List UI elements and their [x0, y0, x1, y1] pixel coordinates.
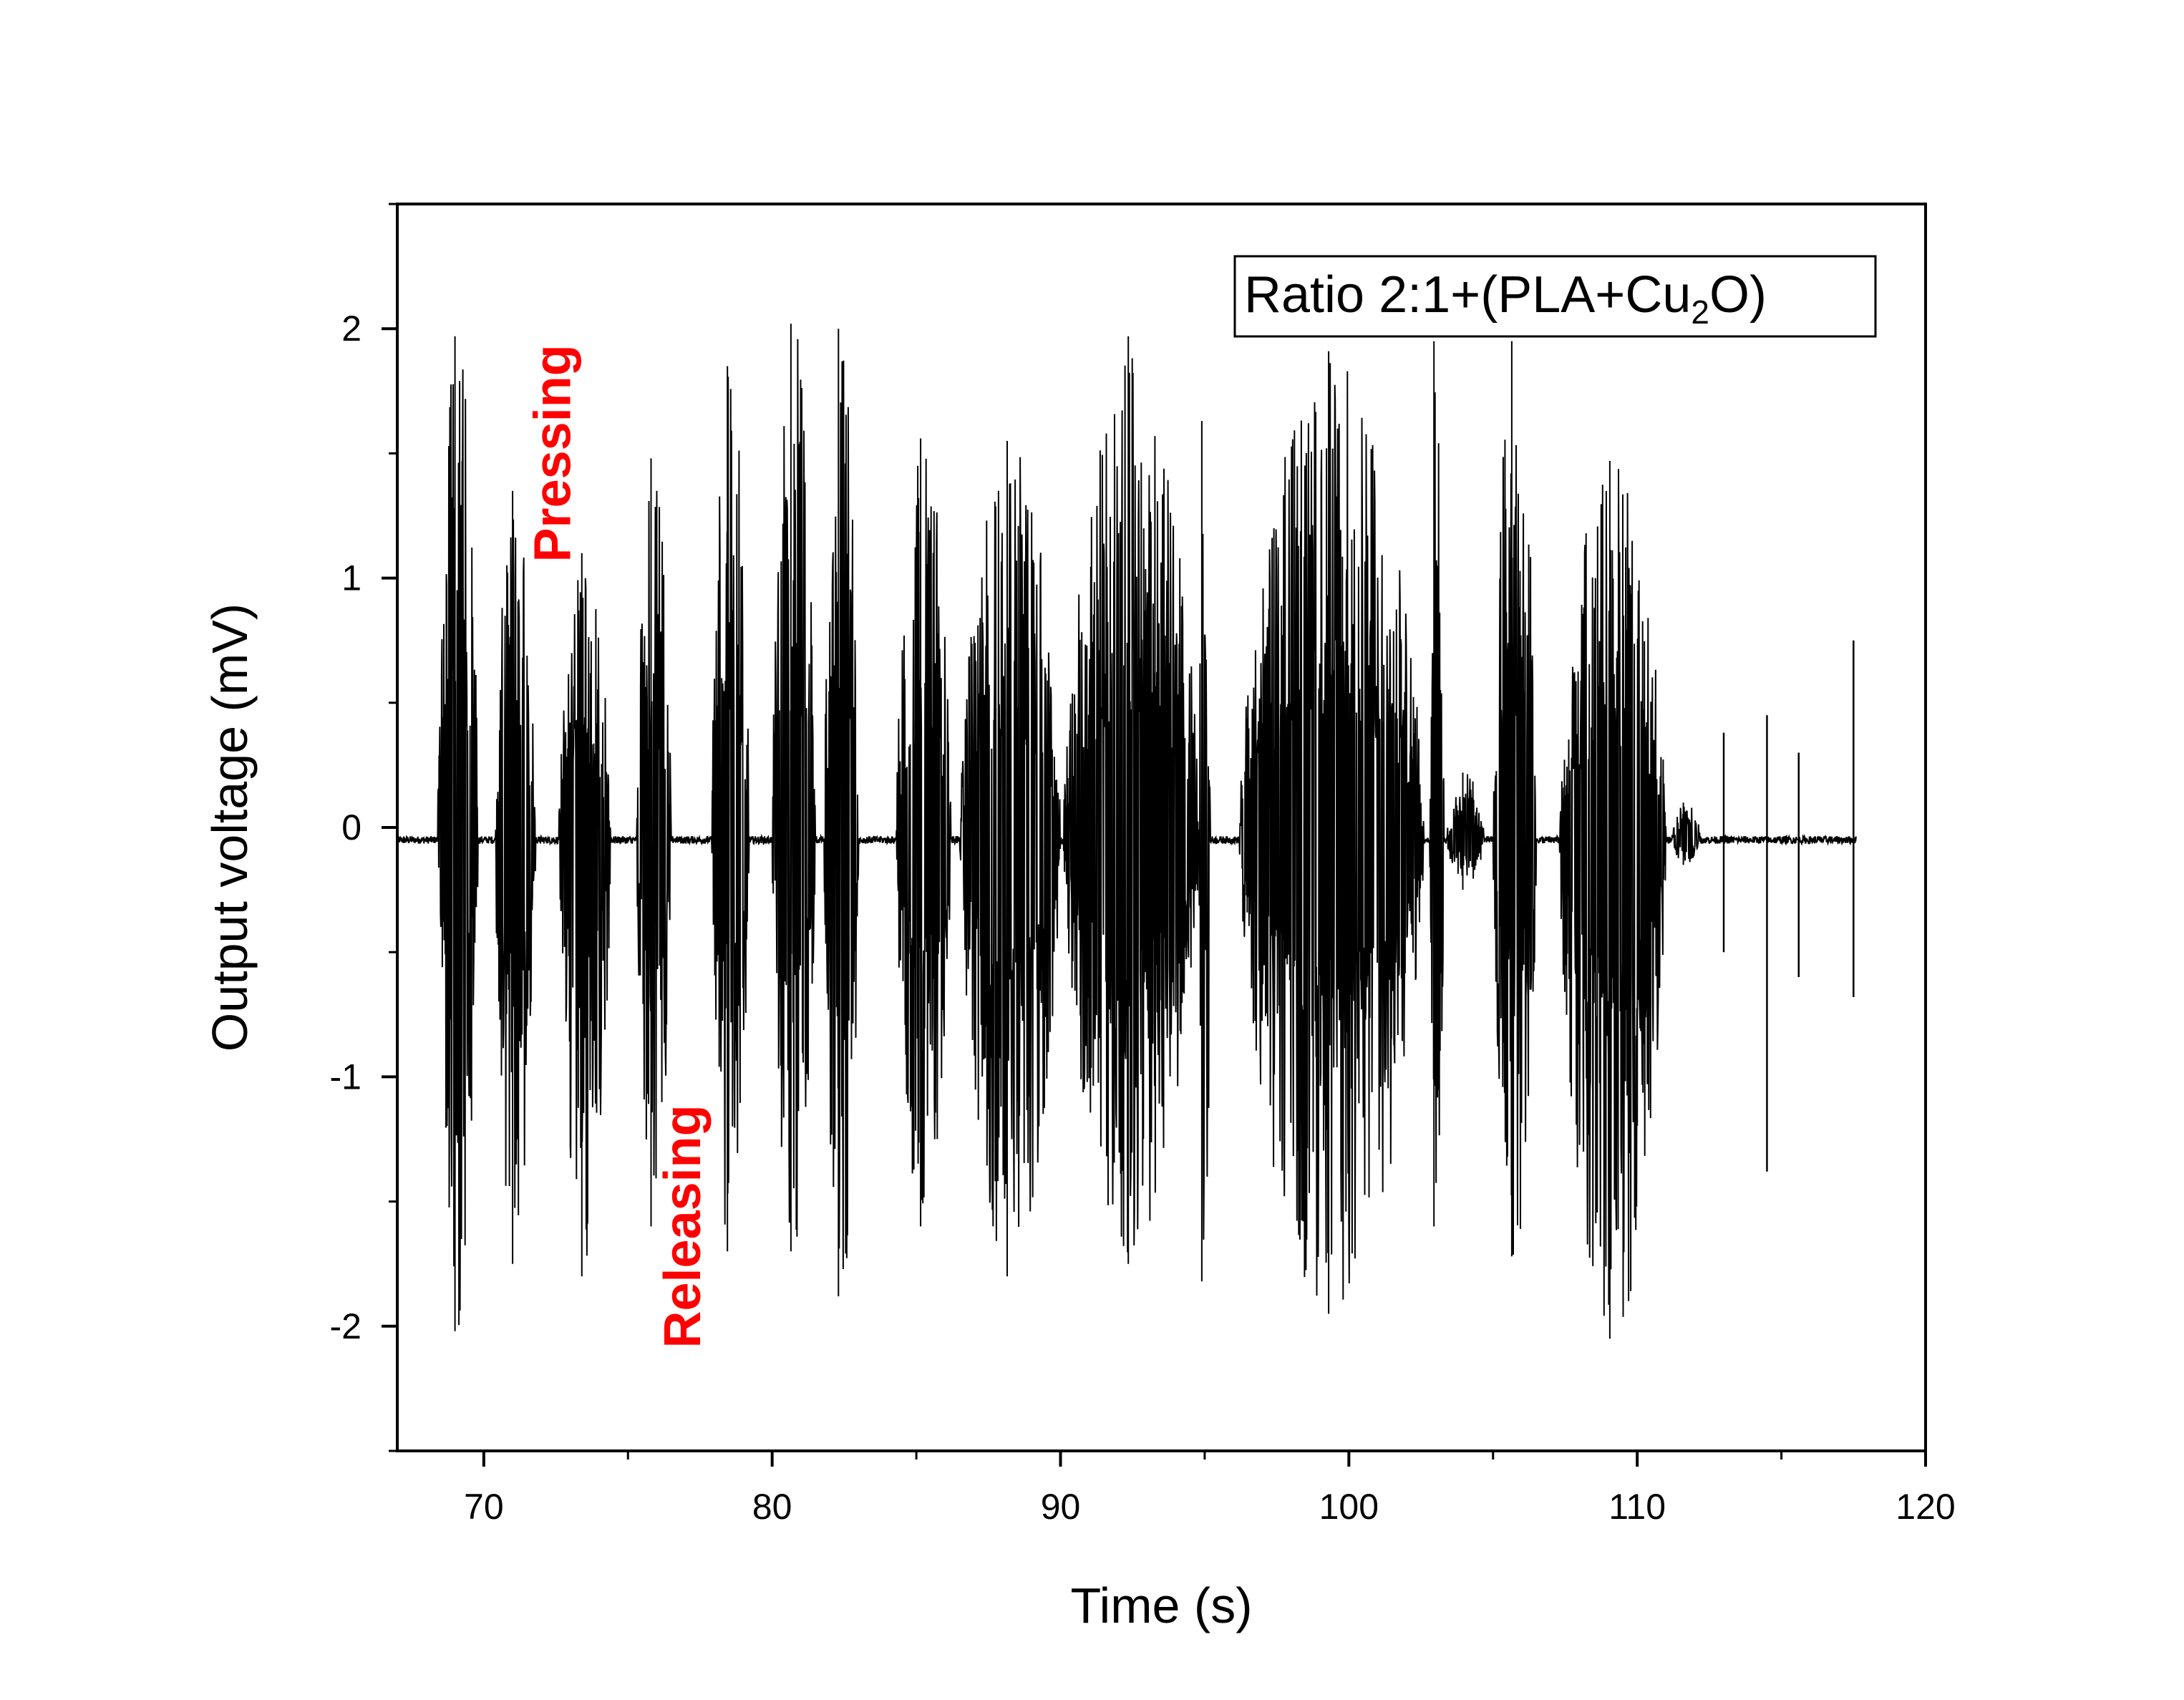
annotation-releasing: Releasing: [654, 1104, 712, 1348]
x-tick-label: 100: [1319, 1487, 1379, 1527]
voltage-trace: [397, 324, 1857, 1339]
x-tick-label: 110: [1608, 1487, 1666, 1527]
legend: Ratio 2:1+(PLA+Cu2O): [1233, 255, 1877, 338]
legend-box: [1233, 255, 1877, 338]
annotation-pressing: Pressing: [525, 344, 582, 562]
y-tick-label: 0: [341, 807, 361, 847]
y-axis-title: Output voltage (mV): [202, 603, 258, 1051]
signal-series: [397, 324, 1857, 1339]
legend-label: Ratio 2:1+(PLA+Cu2O): [1244, 266, 1767, 331]
x-tick-label: 80: [752, 1487, 792, 1527]
axis-tick-labels: 70 80 90 100 110 120 -2 -1 0 1 2: [330, 309, 1956, 1527]
legend-label-main: Ratio 2:1+(PLA+Cu: [1244, 266, 1691, 324]
legend-label-end: O): [1709, 266, 1767, 324]
legend-label-subscript: 2: [1691, 293, 1709, 331]
y-tick-label: 2: [341, 309, 361, 349]
y-tick-label: -2: [330, 1306, 361, 1346]
x-tick-label: 70: [464, 1487, 504, 1527]
axis-ticks: [382, 203, 1927, 1467]
x-tick-label: 90: [1041, 1487, 1081, 1527]
y-tick-label: -1: [330, 1057, 361, 1097]
x-axis-title: Time (s): [1070, 1578, 1252, 1633]
y-tick-label: 1: [341, 558, 361, 598]
x-tick-label: 120: [1896, 1487, 1955, 1527]
